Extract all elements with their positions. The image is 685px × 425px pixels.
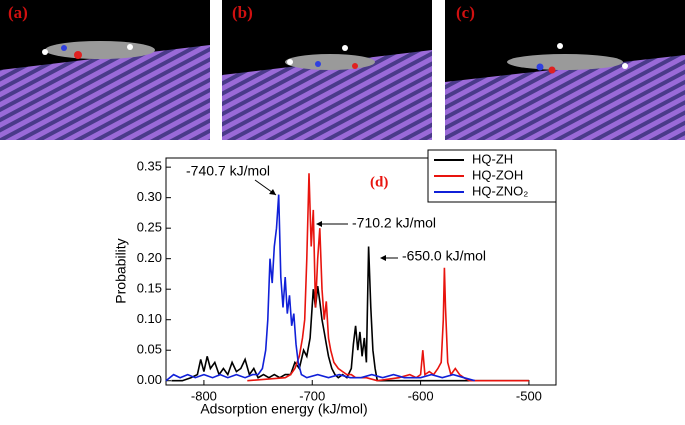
panel-label: (d) xyxy=(370,174,388,190)
panel-label: (a) xyxy=(8,3,28,22)
legend-label: HQ-ZH xyxy=(472,151,513,166)
series-line xyxy=(247,173,529,382)
panel-a: (a) xyxy=(0,0,210,140)
arrow-head xyxy=(269,189,276,195)
y-axis-label: Probability xyxy=(113,238,129,303)
arrow-head xyxy=(316,221,322,227)
y-tick-label: 0.15 xyxy=(137,281,162,296)
panel-c: (c) xyxy=(445,0,685,140)
plot-frame xyxy=(165,157,557,386)
y-tick-label: 0.20 xyxy=(137,250,162,265)
y-tick-label: 0.10 xyxy=(137,311,162,326)
y-tick-label: 0.30 xyxy=(137,189,162,204)
x-tick-label: -700 xyxy=(299,388,325,403)
panel-label: (b) xyxy=(232,3,253,22)
legend-label: HQ-ZOH xyxy=(472,167,523,182)
x-axis-label: Adsorption energy (kJ/mol) xyxy=(200,401,367,417)
panel-b: (b) xyxy=(222,0,432,140)
y-tick-label: 0.00 xyxy=(137,372,162,387)
annotation: -710.2 kJ/mol xyxy=(352,215,436,231)
y-tick-label: 0.35 xyxy=(137,159,162,174)
arrow-head xyxy=(380,255,386,261)
series-line xyxy=(165,194,476,382)
annotation: -740.7 kJ/mol xyxy=(186,163,270,179)
plot-content: -800 -700 -600 -500 0.00 0.05 0.10 0.15 0.20 0.25… xyxy=(137,159,542,404)
legend-label: HQ-ZNO₂ xyxy=(472,183,528,198)
x-tick-label: -500 xyxy=(516,388,542,403)
x-tick-label: -800 xyxy=(191,388,217,403)
x-tick-label: -600 xyxy=(408,388,434,403)
panel-label: (c) xyxy=(456,3,475,22)
y-tick-label: 0.25 xyxy=(137,220,162,235)
series-line xyxy=(171,246,529,382)
annotation: -650.0 kJ/mol xyxy=(402,248,486,264)
y-tick-label: 0.05 xyxy=(137,342,162,357)
